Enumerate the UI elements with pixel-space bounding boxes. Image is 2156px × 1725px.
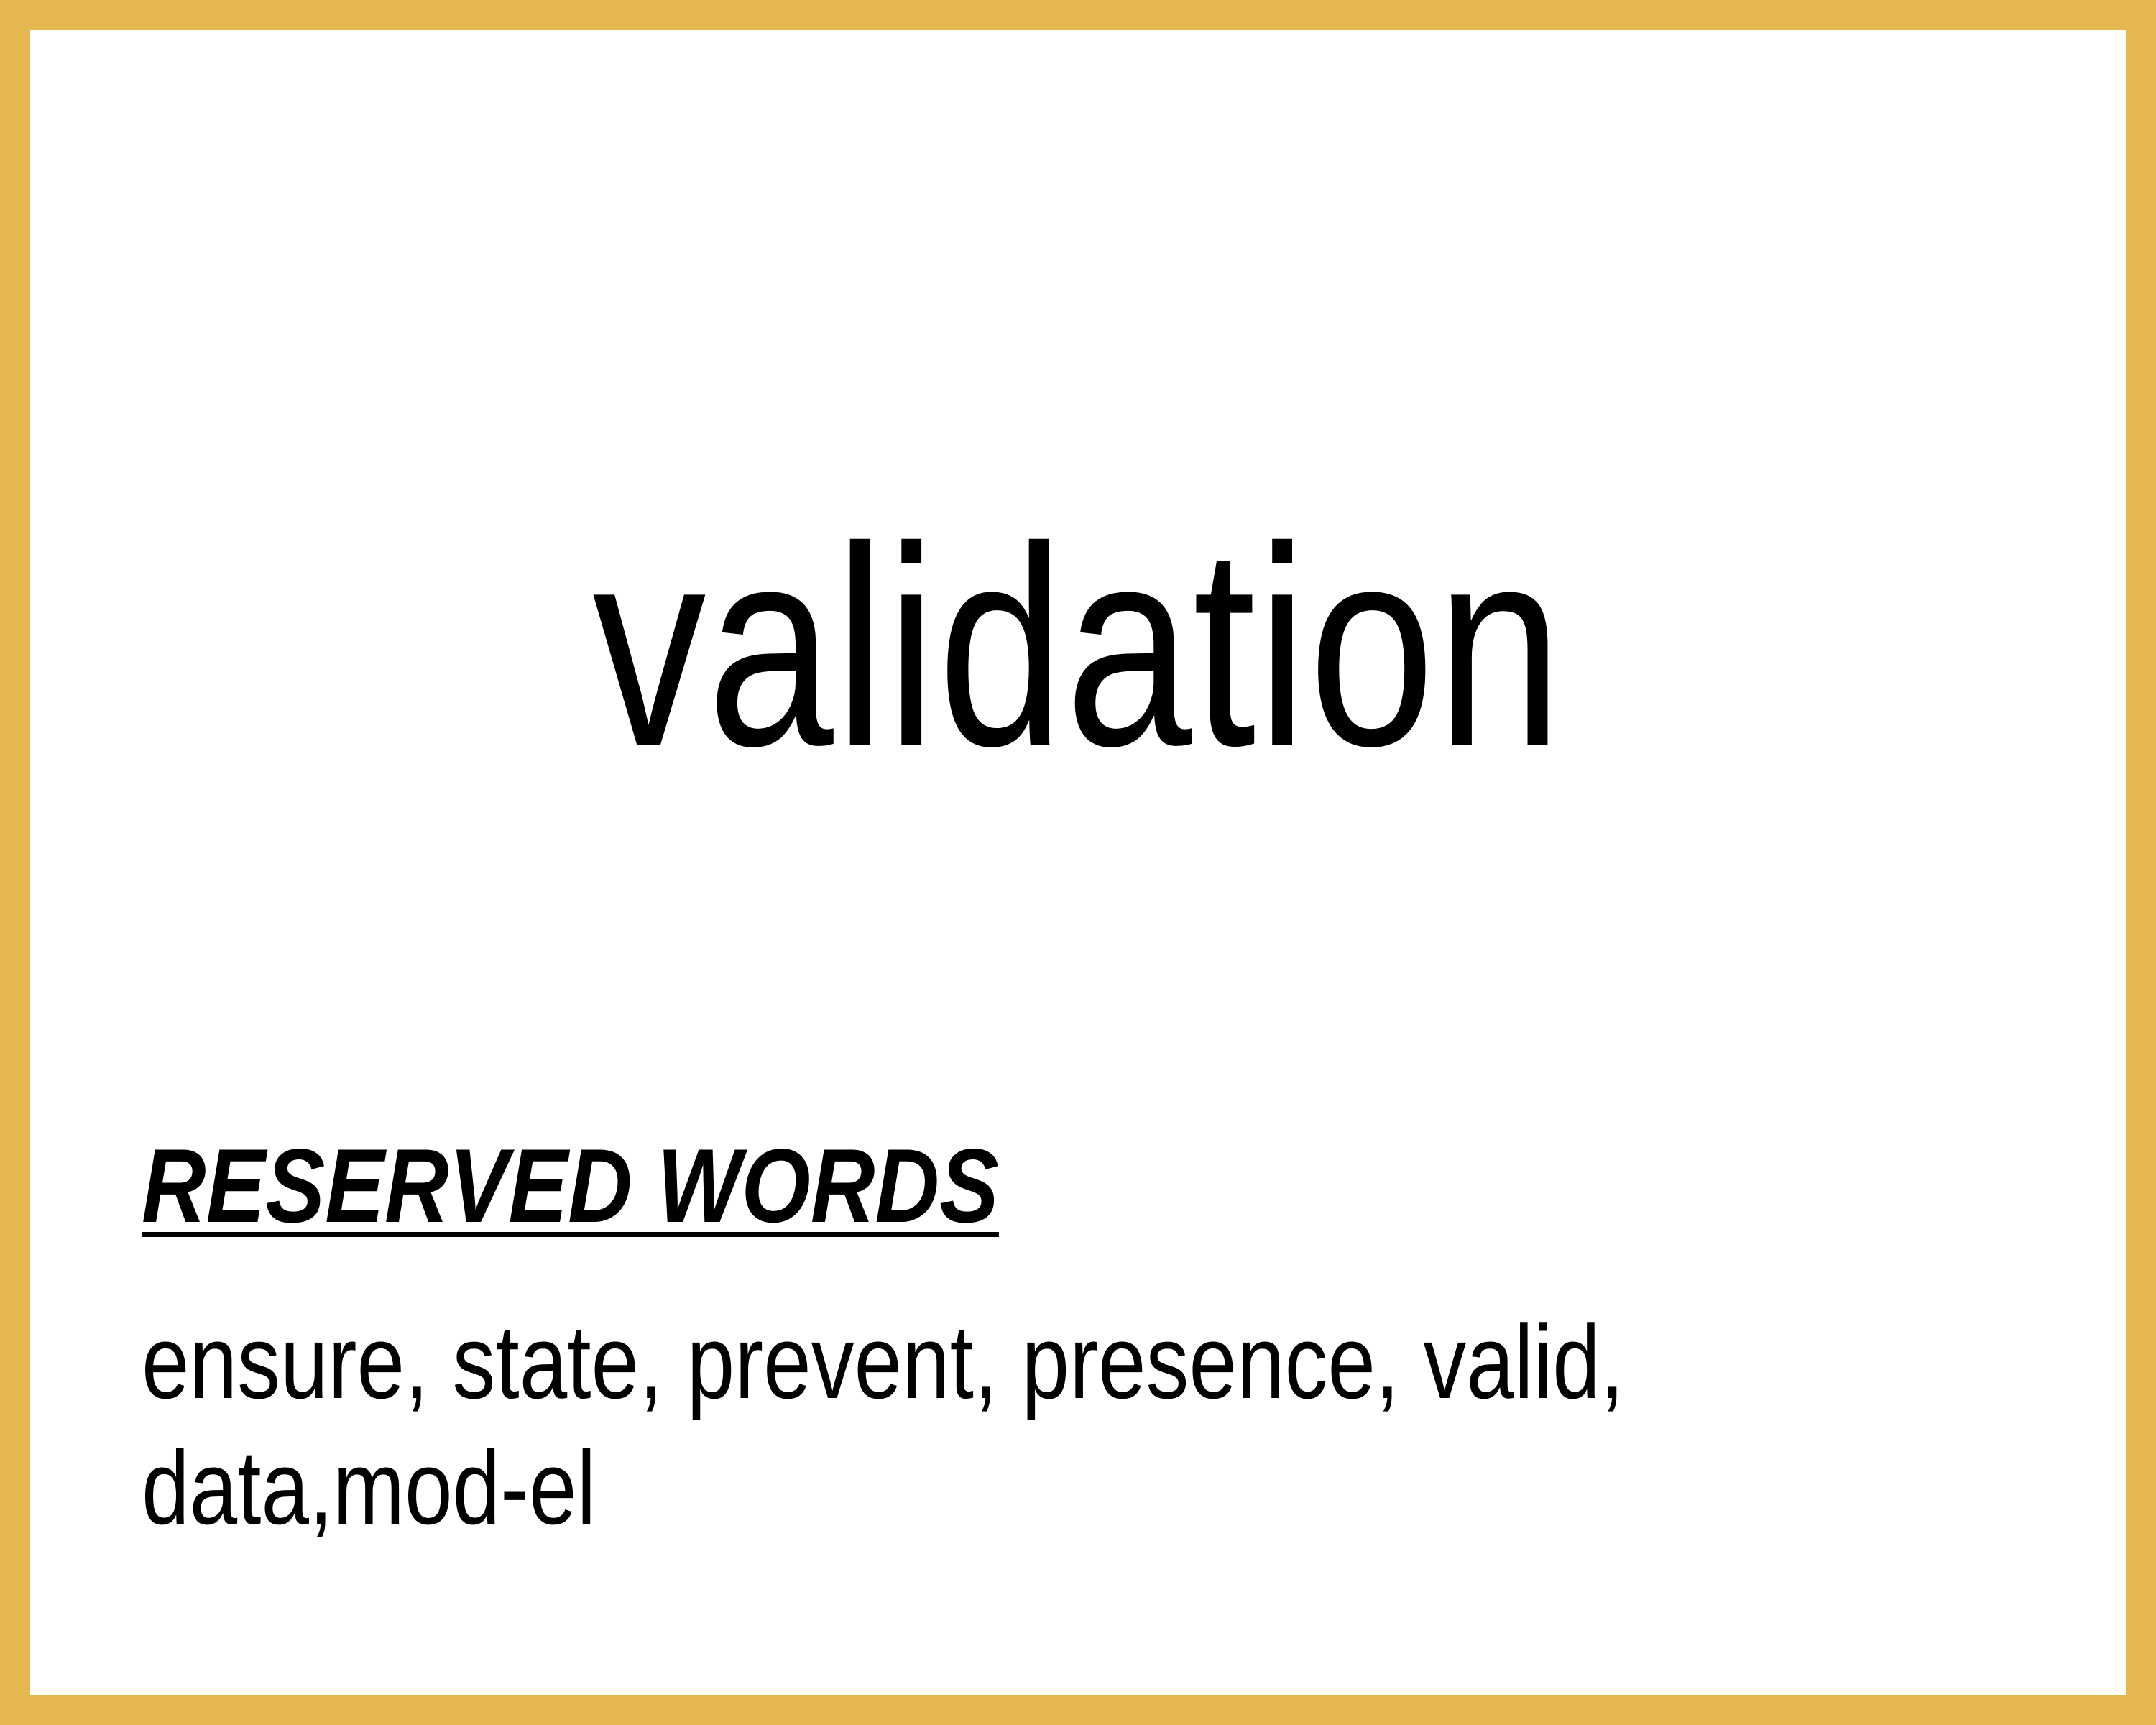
reserved-words-heading: RESERVED WORDS [142,1127,999,1244]
reserved-words-list: ensure, state, prevent, presence, valid,… [142,1303,1625,1546]
term-word: validation [592,487,1564,805]
